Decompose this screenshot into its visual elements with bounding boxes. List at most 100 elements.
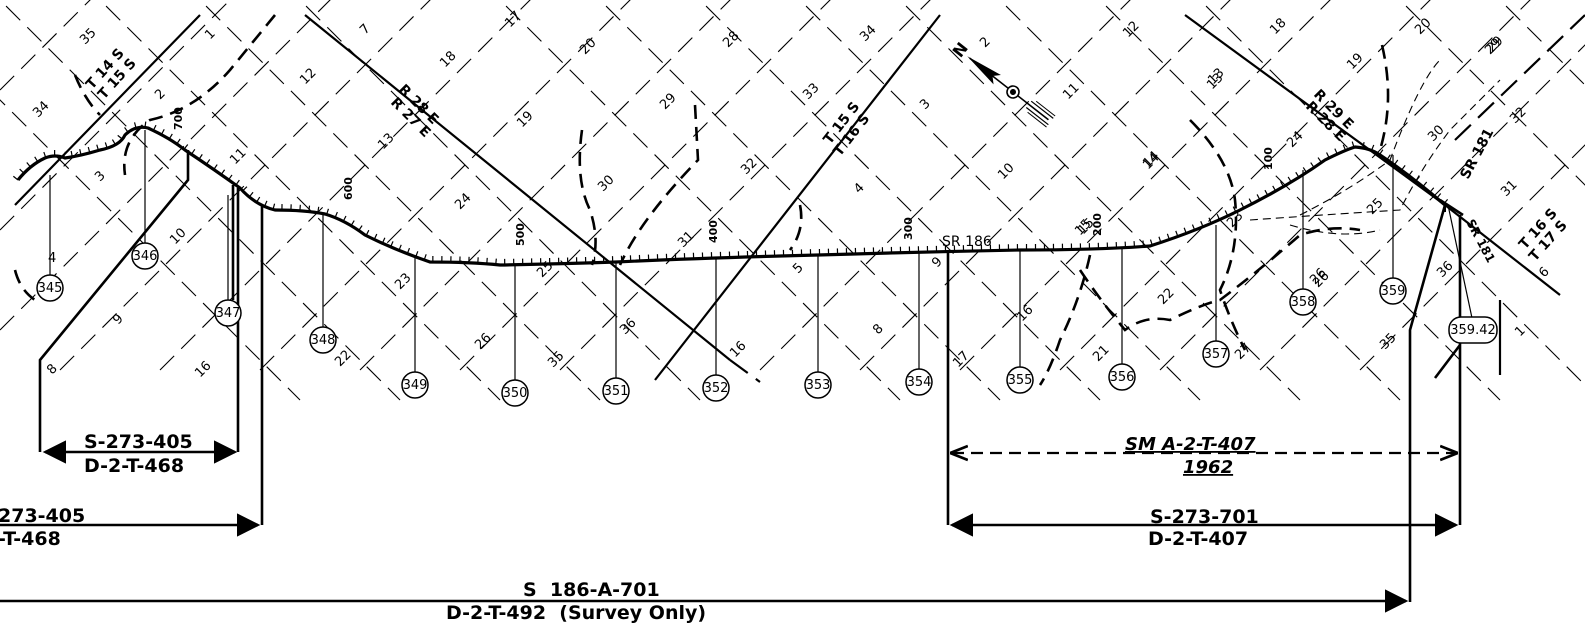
milepost-label: 200 (1091, 213, 1104, 236)
road-tick (398, 244, 402, 251)
section-number: 27 (1232, 341, 1254, 363)
road-tick (415, 251, 419, 258)
road-tick (1401, 165, 1406, 171)
parcel-boundaries (38, 150, 1464, 602)
road-tick (248, 191, 254, 198)
road-tick (1166, 233, 1170, 240)
road-tick (12, 175, 19, 181)
station-marker-label: 357 (1204, 347, 1229, 362)
road-tick (381, 237, 386, 244)
station-marker: 355 (1006, 366, 1034, 394)
reference-labels: S-273-405 D-2-T-468 273-405 -T-468 SM A-… (0, 431, 1259, 624)
milepost-label: 100 (1262, 147, 1275, 170)
station-marker: 346 (131, 242, 159, 270)
road-tick (43, 151, 47, 158)
north-letter: N (949, 39, 972, 61)
station-marker-label: 352 (704, 381, 729, 396)
road-tick (1429, 187, 1435, 193)
road-tick (79, 149, 82, 156)
road-tick (342, 215, 347, 222)
road-tick (96, 144, 100, 151)
road-tick (117, 134, 123, 140)
station-marker: 356 (1108, 363, 1136, 391)
section-number: 17 (950, 349, 972, 371)
station-marker: 350 (501, 379, 529, 407)
road-tick (390, 241, 394, 248)
road-tick (1208, 217, 1212, 224)
section-number: 32 (738, 156, 760, 178)
station-marker: 345 (36, 274, 64, 302)
section-number: 29 (657, 91, 679, 113)
road-tick (406, 247, 411, 254)
station-marker-label: 351 (604, 384, 629, 399)
road-tick (104, 142, 108, 149)
road-tick (373, 233, 378, 240)
road-tick (144, 121, 147, 128)
milepost-label: 300 (902, 217, 915, 240)
section-number: 20 (1412, 16, 1434, 38)
road-tick (423, 254, 427, 261)
milepost-label: 700 (172, 107, 185, 130)
station-marker: 351 (602, 377, 630, 405)
section-number: 4 (851, 180, 867, 196)
milepost-labels: 700 600 500 400 300 200 100 (172, 107, 1275, 246)
section-number: 7 (357, 21, 373, 37)
road-tick (1362, 142, 1365, 149)
section-number: 31 (675, 229, 697, 251)
road-tick (62, 151, 67, 158)
station-marker-label: 345 (38, 281, 63, 296)
section-number: 3 (92, 168, 108, 184)
ref1-bottom: D-2-T-468 (84, 455, 184, 477)
station-marker-label: 355 (1008, 373, 1033, 388)
road-tick (1191, 224, 1196, 231)
road-tick (1295, 171, 1300, 178)
boundary-curves (13, 14, 1390, 386)
road-tick (1158, 236, 1162, 243)
milepost-label: 600 (342, 177, 355, 200)
section-number: 10 (167, 226, 189, 248)
station-marker: 359 (1379, 277, 1407, 305)
ref3-bottom: 1962 (1183, 457, 1233, 478)
section-number: 9 (929, 254, 945, 270)
section-number: 12 (1120, 19, 1142, 41)
station-marker-label: 356 (1110, 370, 1135, 385)
road-tick (26, 162, 32, 168)
section-number: 24 (452, 191, 474, 213)
station-marker-label: 354 (907, 375, 932, 390)
ref2-bottom: -T-468 (0, 528, 61, 550)
ref3-top: SM A-2-T-407 (1125, 434, 1256, 455)
section-number: 8 (870, 321, 886, 337)
road-tick (176, 138, 181, 145)
station-marker-label: 346 (133, 249, 158, 264)
road-tick (326, 208, 330, 215)
road-tick (124, 127, 129, 133)
section-number: 22 (1155, 286, 1177, 308)
section-number: 20 (577, 36, 599, 58)
road-tick (228, 174, 233, 181)
station-marker-label: 359.42 (1450, 323, 1496, 338)
road-tick (1317, 157, 1322, 163)
road-tick (308, 205, 311, 212)
road-tick (263, 200, 268, 207)
road-tick (190, 149, 196, 155)
road-tick (1272, 185, 1277, 192)
station-marker-label: 350 (503, 386, 528, 401)
road-tick (1326, 152, 1330, 159)
section-number: 11 (227, 146, 249, 168)
road-tick (1256, 194, 1261, 201)
section-grid (0, 0, 1585, 401)
road-tick (213, 164, 218, 170)
road-tick (1216, 213, 1221, 220)
road-tick (168, 133, 173, 140)
section-number: 26 (472, 331, 494, 353)
section-number: 19 (1344, 51, 1366, 73)
road-tick (1436, 193, 1442, 199)
station-marker: 359.42 (1448, 316, 1498, 344)
road-tick (1302, 167, 1308, 173)
road-tick (1287, 176, 1292, 183)
milepost-label: 500 (514, 223, 527, 246)
ref4-bottom: D-2-T-407 (1148, 528, 1248, 550)
ref2-top: 273-405 (0, 505, 85, 527)
township-lines (14, 14, 1561, 381)
